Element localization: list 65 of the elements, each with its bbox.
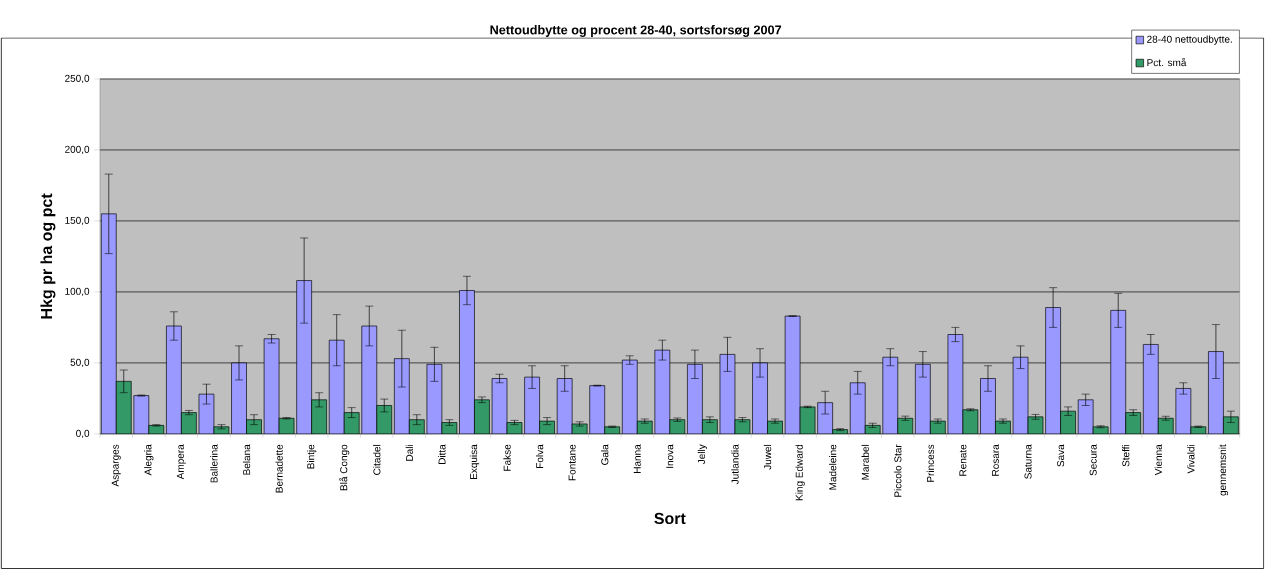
x-tick-label: Folva bbox=[535, 444, 544, 468]
x-tick-label: King Edward bbox=[795, 445, 805, 501]
bar bbox=[1060, 410, 1076, 434]
bar bbox=[376, 405, 393, 434]
x-tick-label: Ballerina bbox=[210, 444, 218, 483]
bar bbox=[734, 419, 751, 434]
x-tick-label: Vienna bbox=[1154, 444, 1162, 476]
legend-label: Pct. små bbox=[1147, 58, 1187, 67]
x-tick-label: Dali bbox=[405, 445, 414, 461]
x-tick-label: Rosara bbox=[991, 444, 999, 476]
bar bbox=[702, 419, 718, 434]
x-tick-label: Ampera bbox=[176, 444, 186, 480]
chart-title: Nettoudbytte og procent 28-40, sortsforsøg 2007 bbox=[490, 25, 782, 38]
bar bbox=[181, 412, 197, 434]
x-tick-label: Piccolo Star bbox=[894, 444, 902, 497]
x-tick-label: Hanna bbox=[633, 444, 641, 473]
bar bbox=[897, 418, 914, 434]
x-tick-label: Bintje bbox=[306, 444, 317, 469]
bar bbox=[115, 381, 132, 434]
bar bbox=[1223, 416, 1239, 434]
x-tick-label: Madeleine bbox=[828, 444, 837, 490]
x-tick-label: Alegria bbox=[144, 444, 154, 476]
y-tick-label: 150,0 bbox=[65, 216, 90, 226]
x-tick-label: Ditta bbox=[438, 444, 446, 465]
x-axis-title: Sort bbox=[654, 512, 686, 525]
y-tick-label: 0,0 bbox=[76, 429, 90, 439]
x-tick-label: Blå Congo bbox=[339, 444, 350, 491]
bar bbox=[669, 419, 686, 434]
bar bbox=[799, 406, 816, 434]
x-tick-label: Sava bbox=[1057, 444, 1065, 467]
bar bbox=[311, 399, 327, 434]
x-tick-label: Bernadette bbox=[275, 444, 283, 493]
x-tick-label: Jelly bbox=[697, 444, 708, 465]
x-tick-label: Marabel bbox=[861, 445, 869, 480]
bar bbox=[962, 409, 979, 434]
x-tick-label: Renate bbox=[959, 444, 967, 476]
bar bbox=[1027, 416, 1044, 434]
x-tick-label: Citadel bbox=[373, 445, 381, 475]
bar bbox=[1125, 412, 1142, 434]
y-axis-title: Hkg pr ha og pct bbox=[40, 193, 56, 319]
x-tick-label: Inova bbox=[666, 444, 674, 468]
x-tick-label: Exquisa bbox=[469, 444, 480, 480]
x-tick-label: Secura bbox=[1089, 444, 1097, 476]
bar bbox=[474, 399, 490, 434]
x-tick-label: Gala bbox=[601, 444, 609, 465]
x-tick-label: Asparges bbox=[111, 444, 121, 487]
x-tick-label: Fontane bbox=[568, 444, 576, 481]
y-tick-label: 250,0 bbox=[65, 74, 90, 84]
y-tick-label: 100,0 bbox=[65, 287, 90, 297]
bar bbox=[408, 419, 425, 434]
x-tick-label: Fakse bbox=[503, 444, 511, 471]
x-tick-label: Jutlandia bbox=[731, 444, 739, 485]
y-tick-label: 200,0 bbox=[65, 145, 90, 155]
bar bbox=[278, 418, 295, 434]
legend-label: 28-40 nettoudbytte. bbox=[1147, 35, 1232, 45]
x-tick-label: Vivaldi bbox=[1187, 445, 1195, 474]
x-tick-label: Steffi bbox=[1122, 445, 1130, 467]
bar bbox=[1157, 418, 1174, 434]
y-tick-label: 50,0 bbox=[70, 358, 90, 368]
x-tick-label: Belana bbox=[242, 444, 251, 475]
bar bbox=[343, 412, 360, 434]
x-tick-label: gennemsnit bbox=[1218, 444, 1229, 496]
x-tick-label: Juwel bbox=[763, 445, 772, 470]
x-tick-label: Saturna bbox=[1024, 444, 1032, 479]
x-tick-label: Princess bbox=[926, 444, 935, 482]
